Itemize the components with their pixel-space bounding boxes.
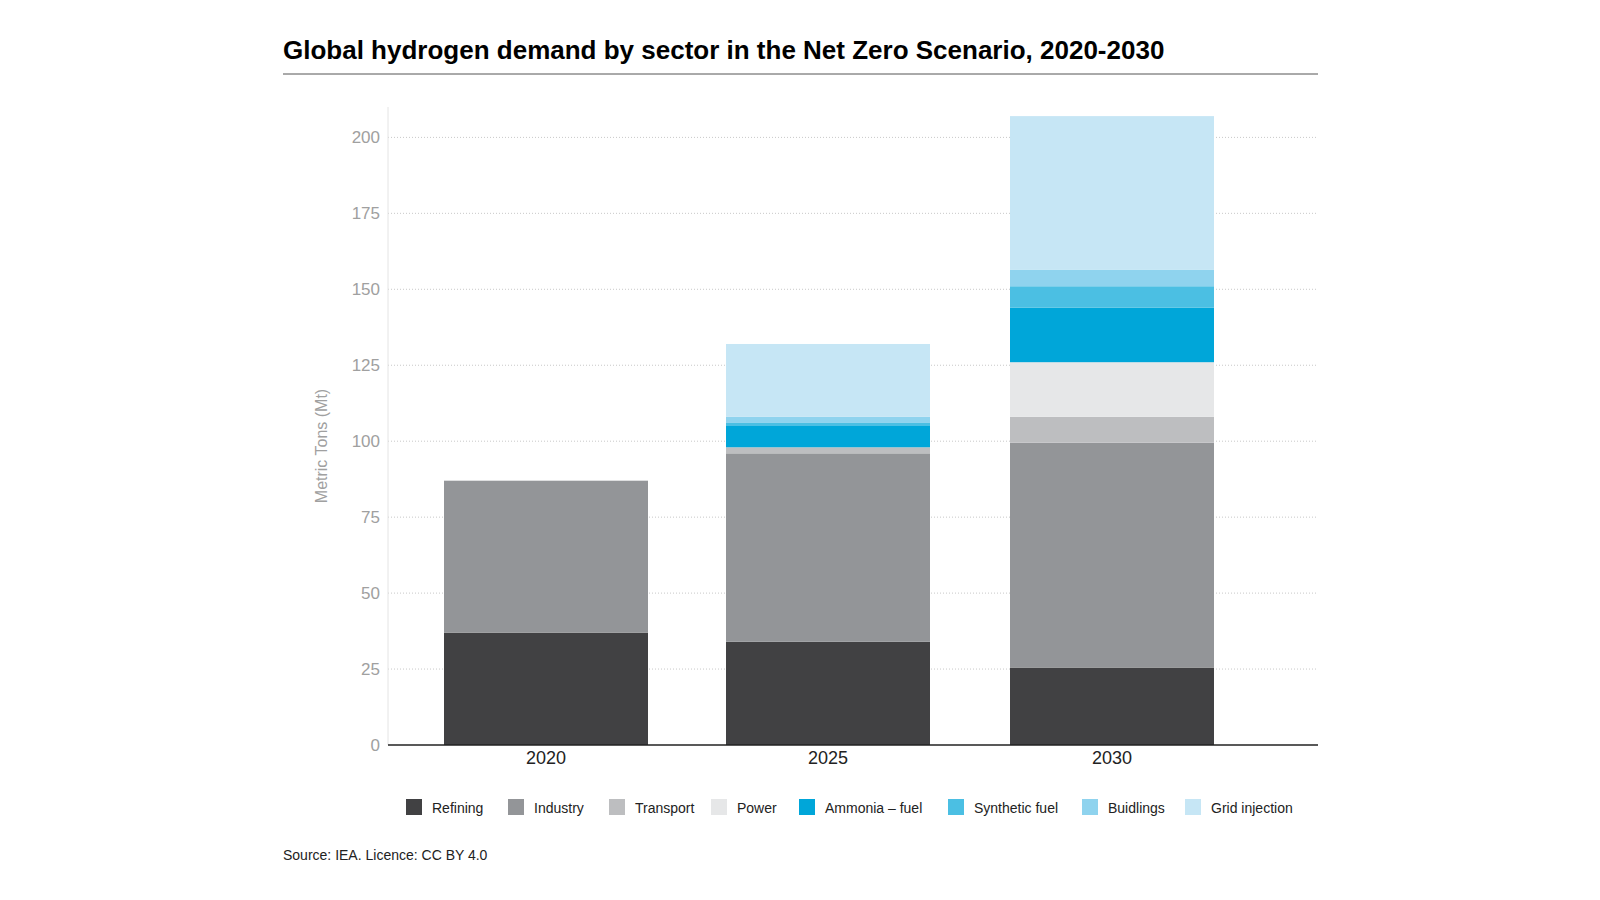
legend-swatch [406, 799, 422, 815]
x-tick-label: 2025 [808, 748, 848, 768]
bar-segment [726, 344, 930, 417]
y-tick-label: 150 [352, 280, 380, 299]
bar-segment [444, 480, 648, 481]
bar-segment [444, 481, 648, 633]
source: Source: IEA. Licence: CC BY 4.0 [283, 847, 488, 863]
bar-segment [726, 447, 930, 453]
legend-label: Industry [534, 800, 584, 816]
legend-swatch [508, 799, 524, 815]
y-tick-label: 175 [352, 204, 380, 223]
bar-segment [726, 426, 930, 447]
bar-segment [444, 480, 648, 481]
bar-segment [1010, 116, 1214, 269]
legend-swatch [711, 799, 727, 815]
chart: Global hydrogen demand by sector in the … [0, 0, 1600, 900]
y-tick-label: 100 [352, 432, 380, 451]
legend-swatch [948, 799, 964, 815]
y-axis-label: Metric Tons (Mt) [313, 389, 330, 503]
bar-segment [444, 480, 648, 481]
bar-segment [1010, 362, 1214, 417]
legend-swatch [609, 799, 625, 815]
bar-segment [726, 642, 930, 745]
bar-segment [1010, 417, 1214, 443]
bar-segment [726, 417, 930, 423]
legend-label: Buidlings [1108, 800, 1165, 816]
legend-label: Synthetic fuel [974, 800, 1058, 816]
y-axis-line [388, 107, 389, 745]
bar-segment [444, 633, 648, 745]
legend-label: Transport [635, 800, 695, 816]
y-tick-label: 75 [361, 508, 380, 527]
y-tick-label: 25 [361, 660, 380, 679]
bar-segment [1010, 443, 1214, 668]
bar-segment [726, 453, 930, 641]
bar-segment [444, 480, 648, 481]
x-axis-line [388, 744, 1318, 746]
bar-segment [1010, 270, 1214, 287]
title: Global hydrogen demand by sector in the … [283, 35, 1164, 65]
x-tick-label: 2020 [526, 748, 566, 768]
title-rule [283, 74, 1318, 75]
legend-label: Grid injection [1211, 800, 1293, 816]
bar-segment [1010, 286, 1214, 307]
bar-segment [1010, 308, 1214, 363]
y-tick-label: 200 [352, 128, 380, 147]
y-tick-label: 125 [352, 356, 380, 375]
x-tick-label: 2030 [1092, 748, 1132, 768]
bar-segment [726, 423, 930, 426]
legend-swatch [1185, 799, 1201, 815]
legend-label: Power [737, 800, 777, 816]
y-tick-label: 0 [371, 736, 380, 755]
legend-swatch [1082, 799, 1098, 815]
legend-label: Ammonia – fuel [825, 800, 922, 816]
bar-segment [444, 480, 648, 481]
bar-segment [444, 480, 648, 481]
bar-segment [1010, 668, 1214, 745]
y-tick-label: 50 [361, 584, 380, 603]
bars [444, 116, 1214, 745]
legend-swatch [799, 799, 815, 815]
legend-label: Refining [432, 800, 483, 816]
